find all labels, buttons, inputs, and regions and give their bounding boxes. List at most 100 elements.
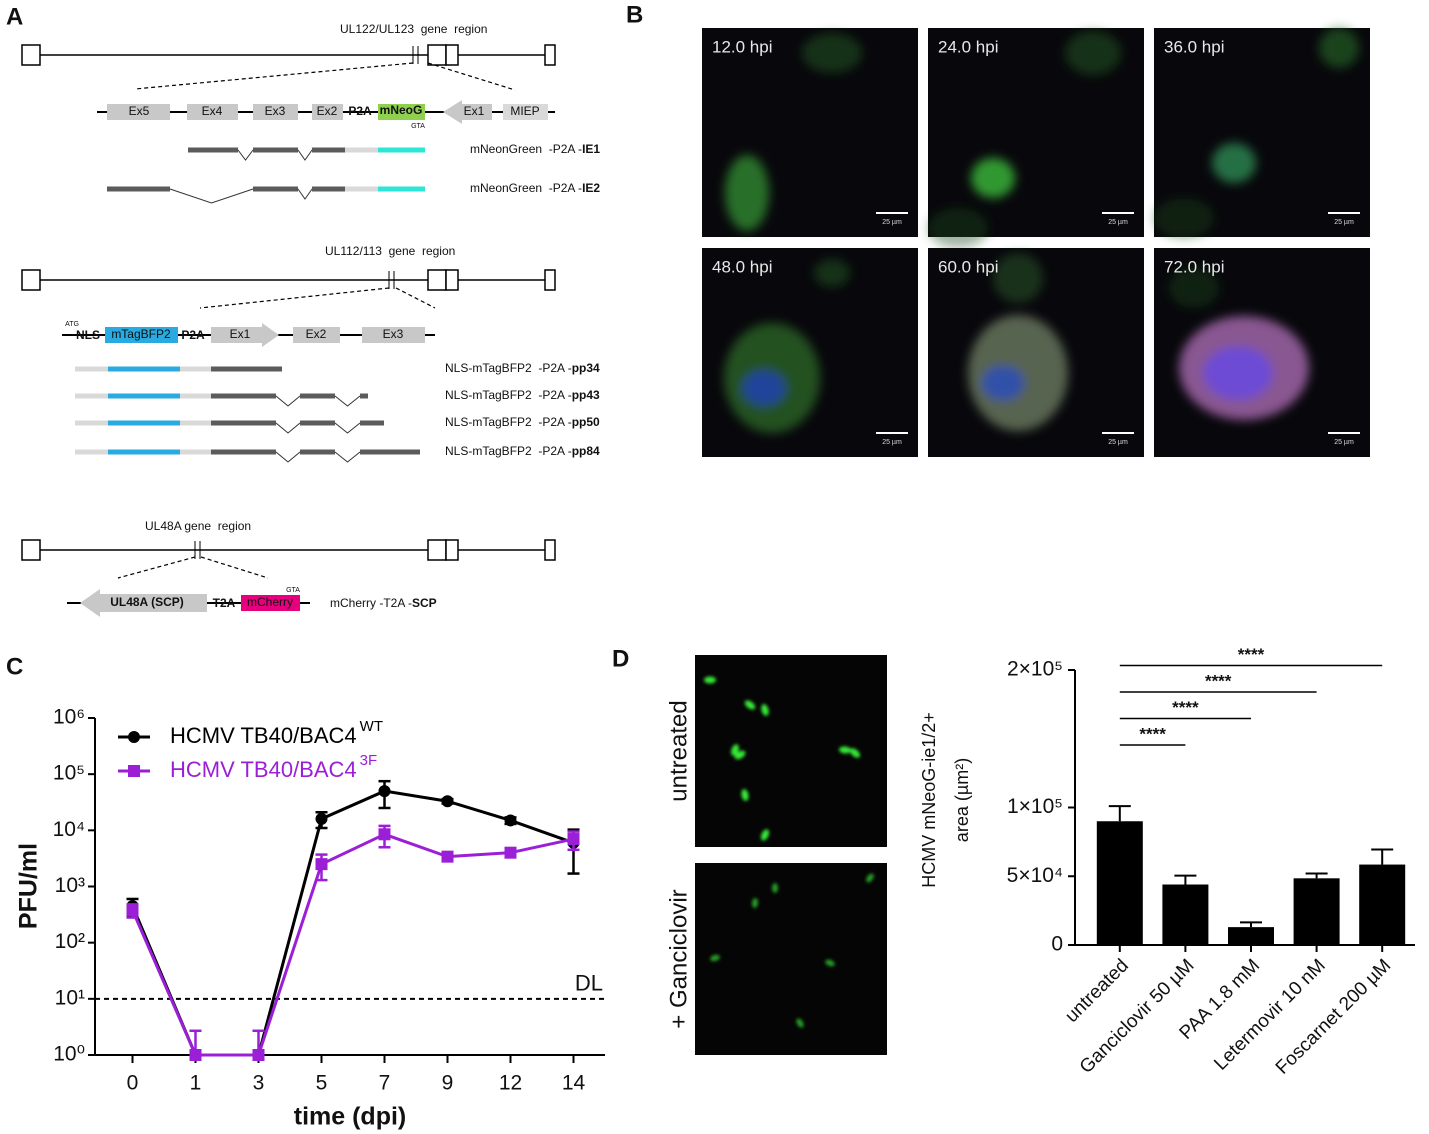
transcript-label: NLS-mTagBFP2 -P2A -pp84 <box>445 444 600 458</box>
y-tick-label: 10³ <box>55 874 85 897</box>
cell <box>1154 198 1214 238</box>
micrograph: 12.0 hpi 25 µm <box>702 28 918 237</box>
infected-cell <box>849 748 861 758</box>
y-tick-label: 10⁰ <box>53 1043 85 1066</box>
infected-cell <box>741 789 749 801</box>
data-point <box>441 795 454 808</box>
infected-cell <box>751 898 759 908</box>
detection-limit-label: DL <box>575 971 603 996</box>
element-label: mTagBFP2 <box>111 327 171 341</box>
x-tick-label: Letermovir 10 nM <box>1210 955 1329 1074</box>
x-tick-label: 7 <box>379 1072 391 1095</box>
genome-box <box>427 539 447 561</box>
bar <box>1096 821 1143 945</box>
bar <box>1359 864 1406 945</box>
genome-box <box>544 44 556 66</box>
data-point <box>378 828 391 841</box>
panel-a: A UL122/UL123 gene region Ex5 Ex4 Ex3 Ex… <box>6 3 600 617</box>
data-point <box>315 858 328 871</box>
transcript-prefix: NLS-mTagBFP2 -P2A - <box>445 361 572 375</box>
cell <box>802 33 862 73</box>
genome-box <box>445 44 459 66</box>
splice-junction <box>275 451 301 463</box>
cell-group <box>725 33 862 231</box>
spot-group <box>704 676 861 841</box>
legend-name: HCMV TB40/BAC4 <box>170 723 357 748</box>
codon-label: ATG <box>65 321 79 328</box>
bar <box>1162 884 1209 945</box>
y-tick-label: 10² <box>55 930 85 953</box>
infected-cell <box>704 676 716 684</box>
y-tick-label: 5×10⁴ <box>1007 864 1063 887</box>
legend-label: HCMV TB40/BAC4 WT <box>170 718 383 748</box>
infected-cell <box>761 704 769 716</box>
scale-label: 25 µm <box>1108 219 1128 226</box>
cell <box>814 259 850 287</box>
transcript-label: NLS-mTagBFP2 -P2A -pp43 <box>445 388 600 402</box>
infected-cell <box>734 750 746 760</box>
transcript-label: mNeonGreen -P2A -IE2 <box>470 181 600 195</box>
cell <box>725 155 769 231</box>
exon-arrow <box>443 100 492 124</box>
series-line <box>131 832 574 1057</box>
reporter-box <box>241 595 300 611</box>
genome-box <box>445 269 459 291</box>
transcript-label: mNeonGreen -P2A -IE1 <box>470 142 600 156</box>
cell <box>981 365 1025 401</box>
y-axis-title: area (µm²) <box>952 758 972 842</box>
micrograph: 24.0 hpi 25 µm <box>928 28 1144 248</box>
y-tick-label: 0 <box>1051 933 1063 956</box>
x-tick-label: 12 <box>499 1072 522 1095</box>
data-point <box>128 731 140 743</box>
cell-group <box>1154 28 1359 238</box>
splice-junction <box>297 188 313 200</box>
codon-label: GTA <box>286 587 300 594</box>
exon-box <box>253 104 298 120</box>
codon-label: GTA <box>411 123 425 130</box>
error-bar <box>1305 872 1328 879</box>
exon-label: Ex4 <box>202 104 223 118</box>
timepoint-label: 48.0 hpi <box>712 257 773 276</box>
timepoint-label: 36.0 hpi <box>1164 37 1225 56</box>
image-background <box>695 863 887 1055</box>
splice-junction <box>275 422 301 434</box>
treatment-image <box>695 863 887 1055</box>
exon-box <box>362 327 425 343</box>
panel-label: C <box>6 653 23 680</box>
legend-superscript: 3F <box>360 752 378 769</box>
transcript-prefix: NLS-mTagBFP2 -P2A - <box>445 444 572 458</box>
panel-label: A <box>6 3 23 30</box>
data-point <box>504 846 517 859</box>
splice-junction <box>297 149 313 161</box>
x-tick-label: 5 <box>316 1072 328 1095</box>
infected-cell <box>866 873 874 883</box>
x-tick-label: 0 <box>127 1072 139 1095</box>
timepoint-label: 72.0 hpi <box>1164 257 1225 276</box>
treatment-label: + Ganciclovir <box>665 889 692 1028</box>
transcript-gene: pp84 <box>572 444 600 458</box>
zoom-line <box>395 287 436 309</box>
zoom-line <box>117 556 196 579</box>
element-label: P2A <box>348 104 372 118</box>
exon-label: Ex2 <box>306 327 327 341</box>
legend-name: HCMV TB40/BAC4 <box>170 757 357 782</box>
cell <box>928 208 988 248</box>
y-tick-label: 1×10⁵ <box>1007 795 1063 818</box>
genome-box <box>21 269 41 291</box>
scale-label: 25 µm <box>882 219 902 226</box>
treatment-label: untreated <box>665 700 692 801</box>
element-label: T2A <box>213 596 236 610</box>
image-background <box>695 655 887 847</box>
splice-junction <box>275 395 301 407</box>
significance-label: **** <box>1205 671 1232 690</box>
splice-junction <box>334 451 361 463</box>
exon-box <box>312 104 343 120</box>
transcript-gene: IE2 <box>582 181 600 195</box>
x-tick-label: Foscarnet 200 µM <box>1272 955 1395 1078</box>
infected-cell <box>760 829 770 841</box>
micrograph: 60.0 hpi 25 µm <box>928 248 1144 457</box>
transcript-gene: SCP <box>412 596 437 610</box>
x-tick-label: 14 <box>562 1072 586 1095</box>
splice-junction <box>237 149 254 161</box>
